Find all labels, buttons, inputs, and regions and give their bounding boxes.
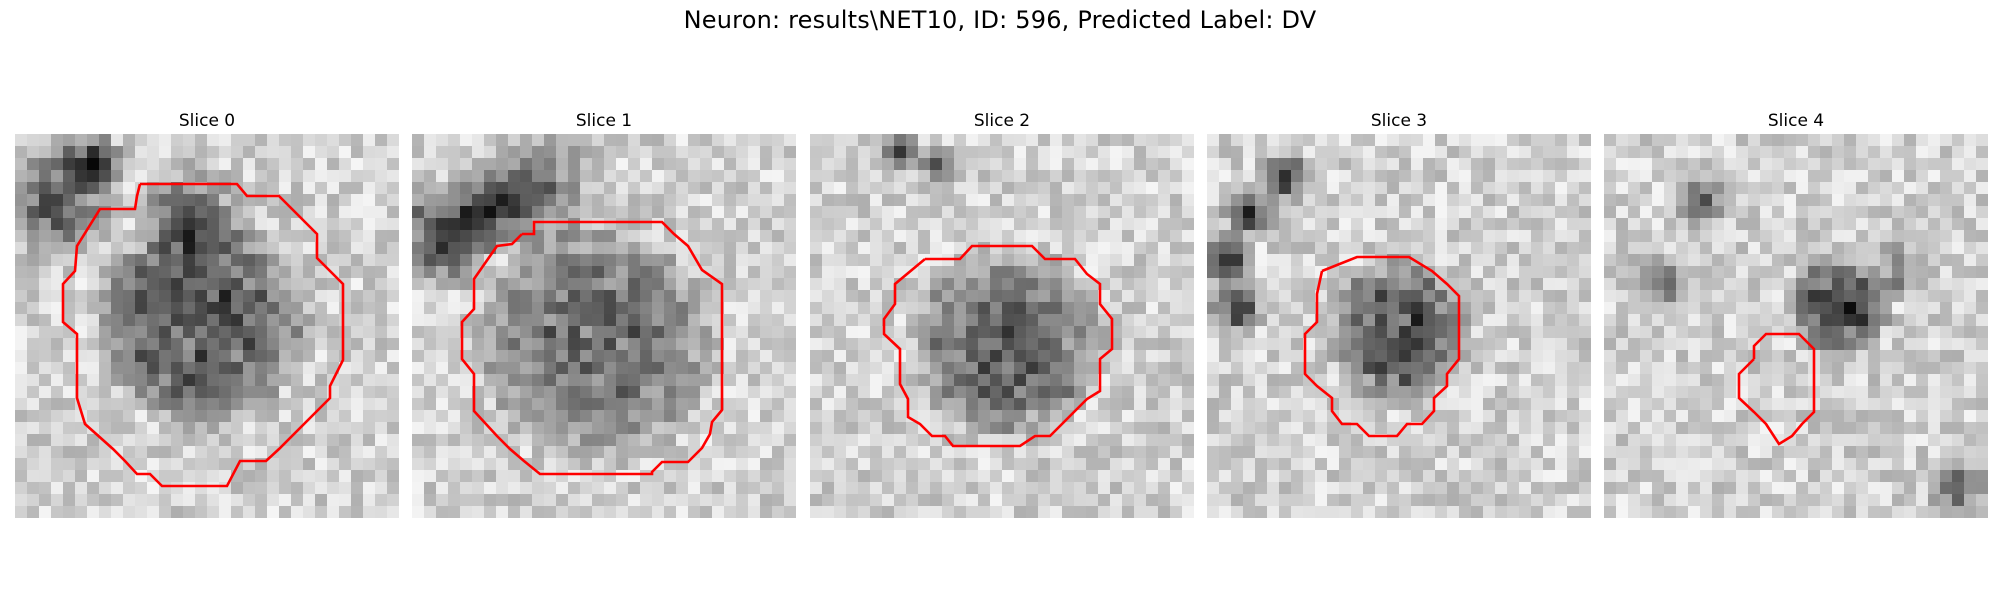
slice-image-1 [412, 134, 796, 518]
slice-image-3 [1207, 134, 1591, 518]
slice-panel-2: Slice 2 [810, 108, 1194, 518]
roi-contour-4 [1737, 332, 1816, 446]
figure-title: Neuron: results\NET10, ID: 596, Predicte… [683, 6, 1317, 34]
slice-raster-0 [15, 134, 399, 518]
slice-title-2: Slice 2 [973, 111, 1031, 131]
roi-contour-2 [882, 244, 1114, 448]
slice-raster-3 [1207, 134, 1591, 518]
slice-panel-3: Slice 3 [1207, 108, 1591, 518]
slice-image-2 [810, 134, 1194, 518]
roi-contour-1 [460, 220, 724, 476]
slice-contour-layer-2 [882, 244, 1114, 448]
slice-contour-layer-0 [61, 182, 345, 488]
slice-title-1: Slice 1 [575, 111, 633, 131]
slice-panel-4: Slice 4 [1604, 108, 1988, 518]
slice-contour-layer-3 [1303, 255, 1461, 438]
slice-raster-1 [412, 134, 796, 518]
roi-contour-0 [61, 182, 345, 488]
slice-image-4 [1604, 134, 1988, 518]
slice-panel-0: Slice 0 [15, 108, 399, 518]
slice-image-0 [15, 134, 399, 518]
slice-panel-1: Slice 1 [412, 108, 796, 518]
roi-contour-3 [1303, 255, 1461, 438]
slice-raster-4 [1604, 134, 1988, 518]
slice-raster-2 [810, 134, 1194, 518]
slice-title-0: Slice 0 [178, 111, 236, 131]
slice-contour-layer-1 [460, 220, 724, 476]
slice-title-4: Slice 4 [1767, 111, 1825, 131]
slice-contour-layer-4 [1737, 332, 1816, 446]
slice-title-3: Slice 3 [1370, 111, 1428, 131]
